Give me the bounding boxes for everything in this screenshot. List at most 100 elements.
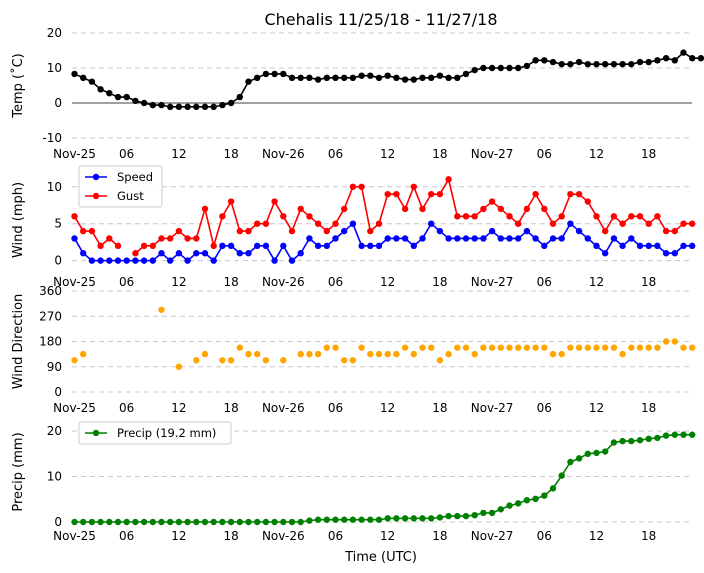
wind-gust-point [602,227,609,235]
precip-precip-19-2-mm--point [375,516,383,523]
temp-temp-point [80,74,87,82]
wind-gust-point [80,227,87,235]
wind-gust-point [167,235,174,242]
wind_direction-wind-direction-point [419,344,426,351]
wind-gust-point [401,205,409,213]
temp-temp-point [71,70,78,78]
temp-temp-point [97,86,104,93]
wind-x-tick-label: 12 [589,275,604,289]
wind-x-tick-label: Nov-27 [471,275,514,289]
wind-gust-point [280,213,287,220]
wind-gust-point [314,220,322,227]
temp-temp-point [358,72,365,79]
wind_direction-wind-direction-point [227,357,235,364]
precip-precip-19-2-mm--point [628,437,635,445]
wind_direction-y-tick-label: 90 [47,360,62,374]
wind_direction-wind-direction-point [532,344,539,351]
wind-speed-point [488,227,496,235]
wind-gust-point [654,213,661,220]
wind-speed-point [349,220,357,227]
wind_direction-wind-direction-point [393,350,400,358]
wind-gust-point [184,235,191,242]
temp-temp-point [106,90,113,97]
wind_direction-wind-direction-point [636,344,644,351]
wind-gust-point [680,220,687,227]
temp-temp-point [628,60,635,68]
wind_direction-wind-direction-point [201,350,209,358]
wind_direction-wind-direction-point [410,350,417,358]
wind-x-tick-label: 06 [328,275,343,289]
wind_direction-wind-direction-point [480,344,487,351]
temp-temp-point [671,57,678,64]
wind_direction-wind-direction-point [358,344,365,351]
wind-gust-point [567,190,574,198]
wind-speed-point [419,235,426,242]
precip-precip-19-2-mm--point [645,435,652,443]
precip-precip-19-2-mm--point [549,485,557,492]
temp-x-tick-label: 06 [119,147,134,161]
precip-x-tick-label: 12 [171,529,186,543]
temp-temp-point [114,93,122,101]
wind_direction-x-tick-label: Nov-26 [262,401,305,415]
wind-speed-point [97,257,104,264]
wind-speed-point [306,235,313,242]
wind-x-tick-label: Nov-26 [262,275,305,289]
precip-precip-19-2-mm--point [271,518,278,526]
precip-precip-19-2-mm--point [193,518,200,526]
wind_direction-wind-direction-point [236,344,243,351]
precip-x-tick-label: 12 [380,529,395,543]
wind-speed-point [358,242,365,250]
wind-speed-point [584,235,591,242]
wind-speed-point [610,235,618,242]
wind-y-tick-label: 10 [47,180,62,194]
wind_direction-wind-direction-point [175,363,183,370]
precip-precip-19-2-mm--point [454,512,461,520]
wind_direction-wind-direction-point [80,350,87,358]
wind-gust-point [245,227,252,235]
temp-x-tick-label: 18 [432,147,447,161]
precip-precip-19-2-mm--line [74,433,693,523]
wind-gust-point [71,213,78,220]
wind-speed-point [132,257,139,264]
wind-speed-point [219,242,226,250]
precip-precip-19-2-mm--point [471,511,478,519]
wind-gust-point [297,205,304,213]
wind-gust-point [636,213,644,220]
wind-speed-point [689,242,696,250]
wind-speed-point [497,235,504,242]
wind-speed-point [428,220,435,227]
wind-gust-point [619,220,626,227]
precip-precip-19-2-mm--point [288,518,296,526]
wind_direction-wind-direction-point [619,350,626,358]
wind_direction-wind-direction-point [515,344,522,351]
precip-x-tick-label: Nov-26 [262,529,305,543]
wind-gust-point [341,205,348,213]
precip-precip-19-2-mm--point [680,431,687,438]
wind_direction-x-tick-label: 12 [589,401,604,415]
wind-gust-point [523,205,531,213]
precip-precip-19-2-mm--point [341,516,348,523]
temp-temp-point [254,74,261,82]
wind-gust-point [471,213,478,220]
wind_direction-x-tick-label: 12 [380,401,395,415]
temp-temp-point [332,74,339,82]
temp-temp-point [306,74,313,82]
wind_direction-wind-direction-point [401,344,409,351]
wind-speed-point [175,250,183,257]
temp-temp-point [262,70,270,78]
wind_direction-wind-direction-point [680,344,687,351]
wind-gust-point [132,250,139,257]
temp-temp-point [288,74,296,82]
precip-precip-19-2-mm--point [167,518,174,526]
temp-temp-point [341,74,348,82]
wind-gust-point [532,190,539,198]
precip-precip-19-2-mm--point [488,509,496,517]
precip-precip-19-2-mm--point [410,515,417,522]
wind-speed-point [341,227,348,235]
precip-precip-19-2-mm--point [436,514,444,521]
precip-precip-19-2-mm--point [349,516,357,523]
precip-precip-19-2-mm--point [610,439,618,446]
temp-temp-point [654,57,661,64]
wind_direction-y-tick-label: 180 [39,335,62,349]
wind-gust-point [454,213,461,220]
